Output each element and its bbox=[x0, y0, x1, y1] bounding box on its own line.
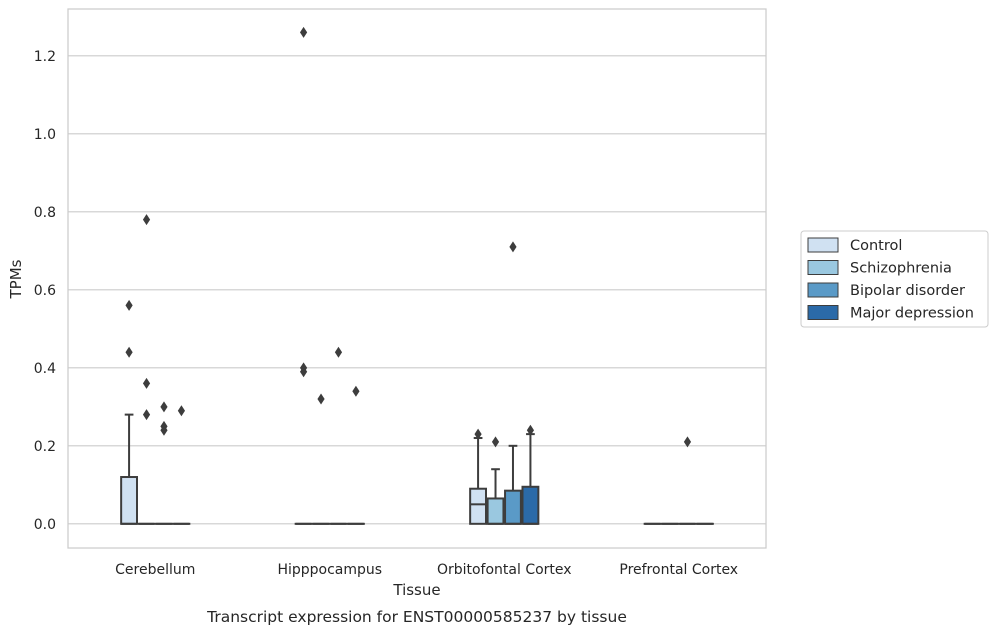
outlier-point bbox=[299, 26, 308, 38]
outlier-point bbox=[491, 436, 500, 448]
y-tick-label: 0.0 bbox=[34, 517, 56, 533]
y-tick-labels: 0.0 0.2 0.4 0.6 0.8 1.0 1.2 bbox=[34, 49, 56, 533]
outliers bbox=[125, 26, 692, 448]
outlier-point bbox=[125, 346, 133, 358]
legend-swatch bbox=[807, 237, 839, 253]
outlier-point bbox=[125, 299, 133, 311]
y-tick-label: 0.2 bbox=[34, 439, 56, 455]
legend-swatch bbox=[807, 305, 839, 320]
legend-label: Schizophrenia bbox=[850, 261, 952, 277]
outlier-point bbox=[177, 405, 186, 417]
box-bipolar-disorder bbox=[504, 444, 522, 525]
legend-frame bbox=[800, 230, 989, 328]
box-control bbox=[120, 413, 139, 525]
outlier-point bbox=[474, 428, 482, 440]
outlier-point bbox=[142, 214, 151, 226]
y-tick-label: 1.0 bbox=[34, 127, 56, 143]
outlier-point bbox=[142, 409, 151, 421]
legend-swatch bbox=[807, 260, 839, 275]
outlier-point bbox=[509, 241, 517, 253]
plot-frame bbox=[67, 8, 767, 549]
outlier-point bbox=[317, 393, 325, 405]
legend-label: Bipolar disorder bbox=[850, 283, 965, 299]
outlier-point bbox=[160, 401, 168, 413]
outlier-point bbox=[160, 424, 168, 436]
y-tick-label: 1.2 bbox=[34, 49, 56, 65]
outlier-point bbox=[334, 346, 343, 358]
box-major-depression bbox=[521, 433, 540, 525]
legend-swatch bbox=[807, 282, 839, 298]
box-body bbox=[469, 487, 487, 525]
outlier-point bbox=[526, 424, 535, 436]
box-schizophrenia bbox=[486, 468, 505, 525]
outlier-point bbox=[299, 366, 308, 378]
box-body bbox=[521, 485, 540, 525]
outlier-point bbox=[683, 436, 692, 448]
y-tick-label: 0.8 bbox=[34, 205, 56, 221]
box-body bbox=[486, 497, 505, 525]
gridlines bbox=[68, 55, 766, 525]
boxes bbox=[120, 413, 714, 525]
x-tick-label: Hipppocampus bbox=[277, 562, 382, 578]
legend-label: Control bbox=[850, 238, 902, 254]
box-body bbox=[504, 489, 522, 525]
outlier-point bbox=[352, 385, 360, 397]
x-tick-labels: Cerebellum Hipppocampus Orbitofontal Corte… bbox=[115, 562, 738, 578]
x-tick-label: Cerebellum bbox=[115, 562, 195, 578]
chart-caption: Transcript expression for ENST0000058523… bbox=[206, 608, 627, 626]
y-tick-label: 0.4 bbox=[34, 361, 56, 377]
x-tick-label: Orbitofontal Cortex bbox=[437, 562, 572, 578]
legend-label: Major depression bbox=[850, 306, 974, 322]
y-tick-label: 0.6 bbox=[34, 283, 56, 299]
outlier-point bbox=[142, 377, 151, 389]
box-body bbox=[120, 476, 139, 525]
y-axis-title: TPMs bbox=[7, 259, 25, 299]
x-tick-label: Prefrontal Cortex bbox=[619, 562, 738, 578]
x-axis-title: Tissue bbox=[392, 581, 440, 599]
legend: Control Schizophrenia Bipolar disorder Majo… bbox=[800, 230, 989, 328]
box-control bbox=[469, 437, 487, 525]
